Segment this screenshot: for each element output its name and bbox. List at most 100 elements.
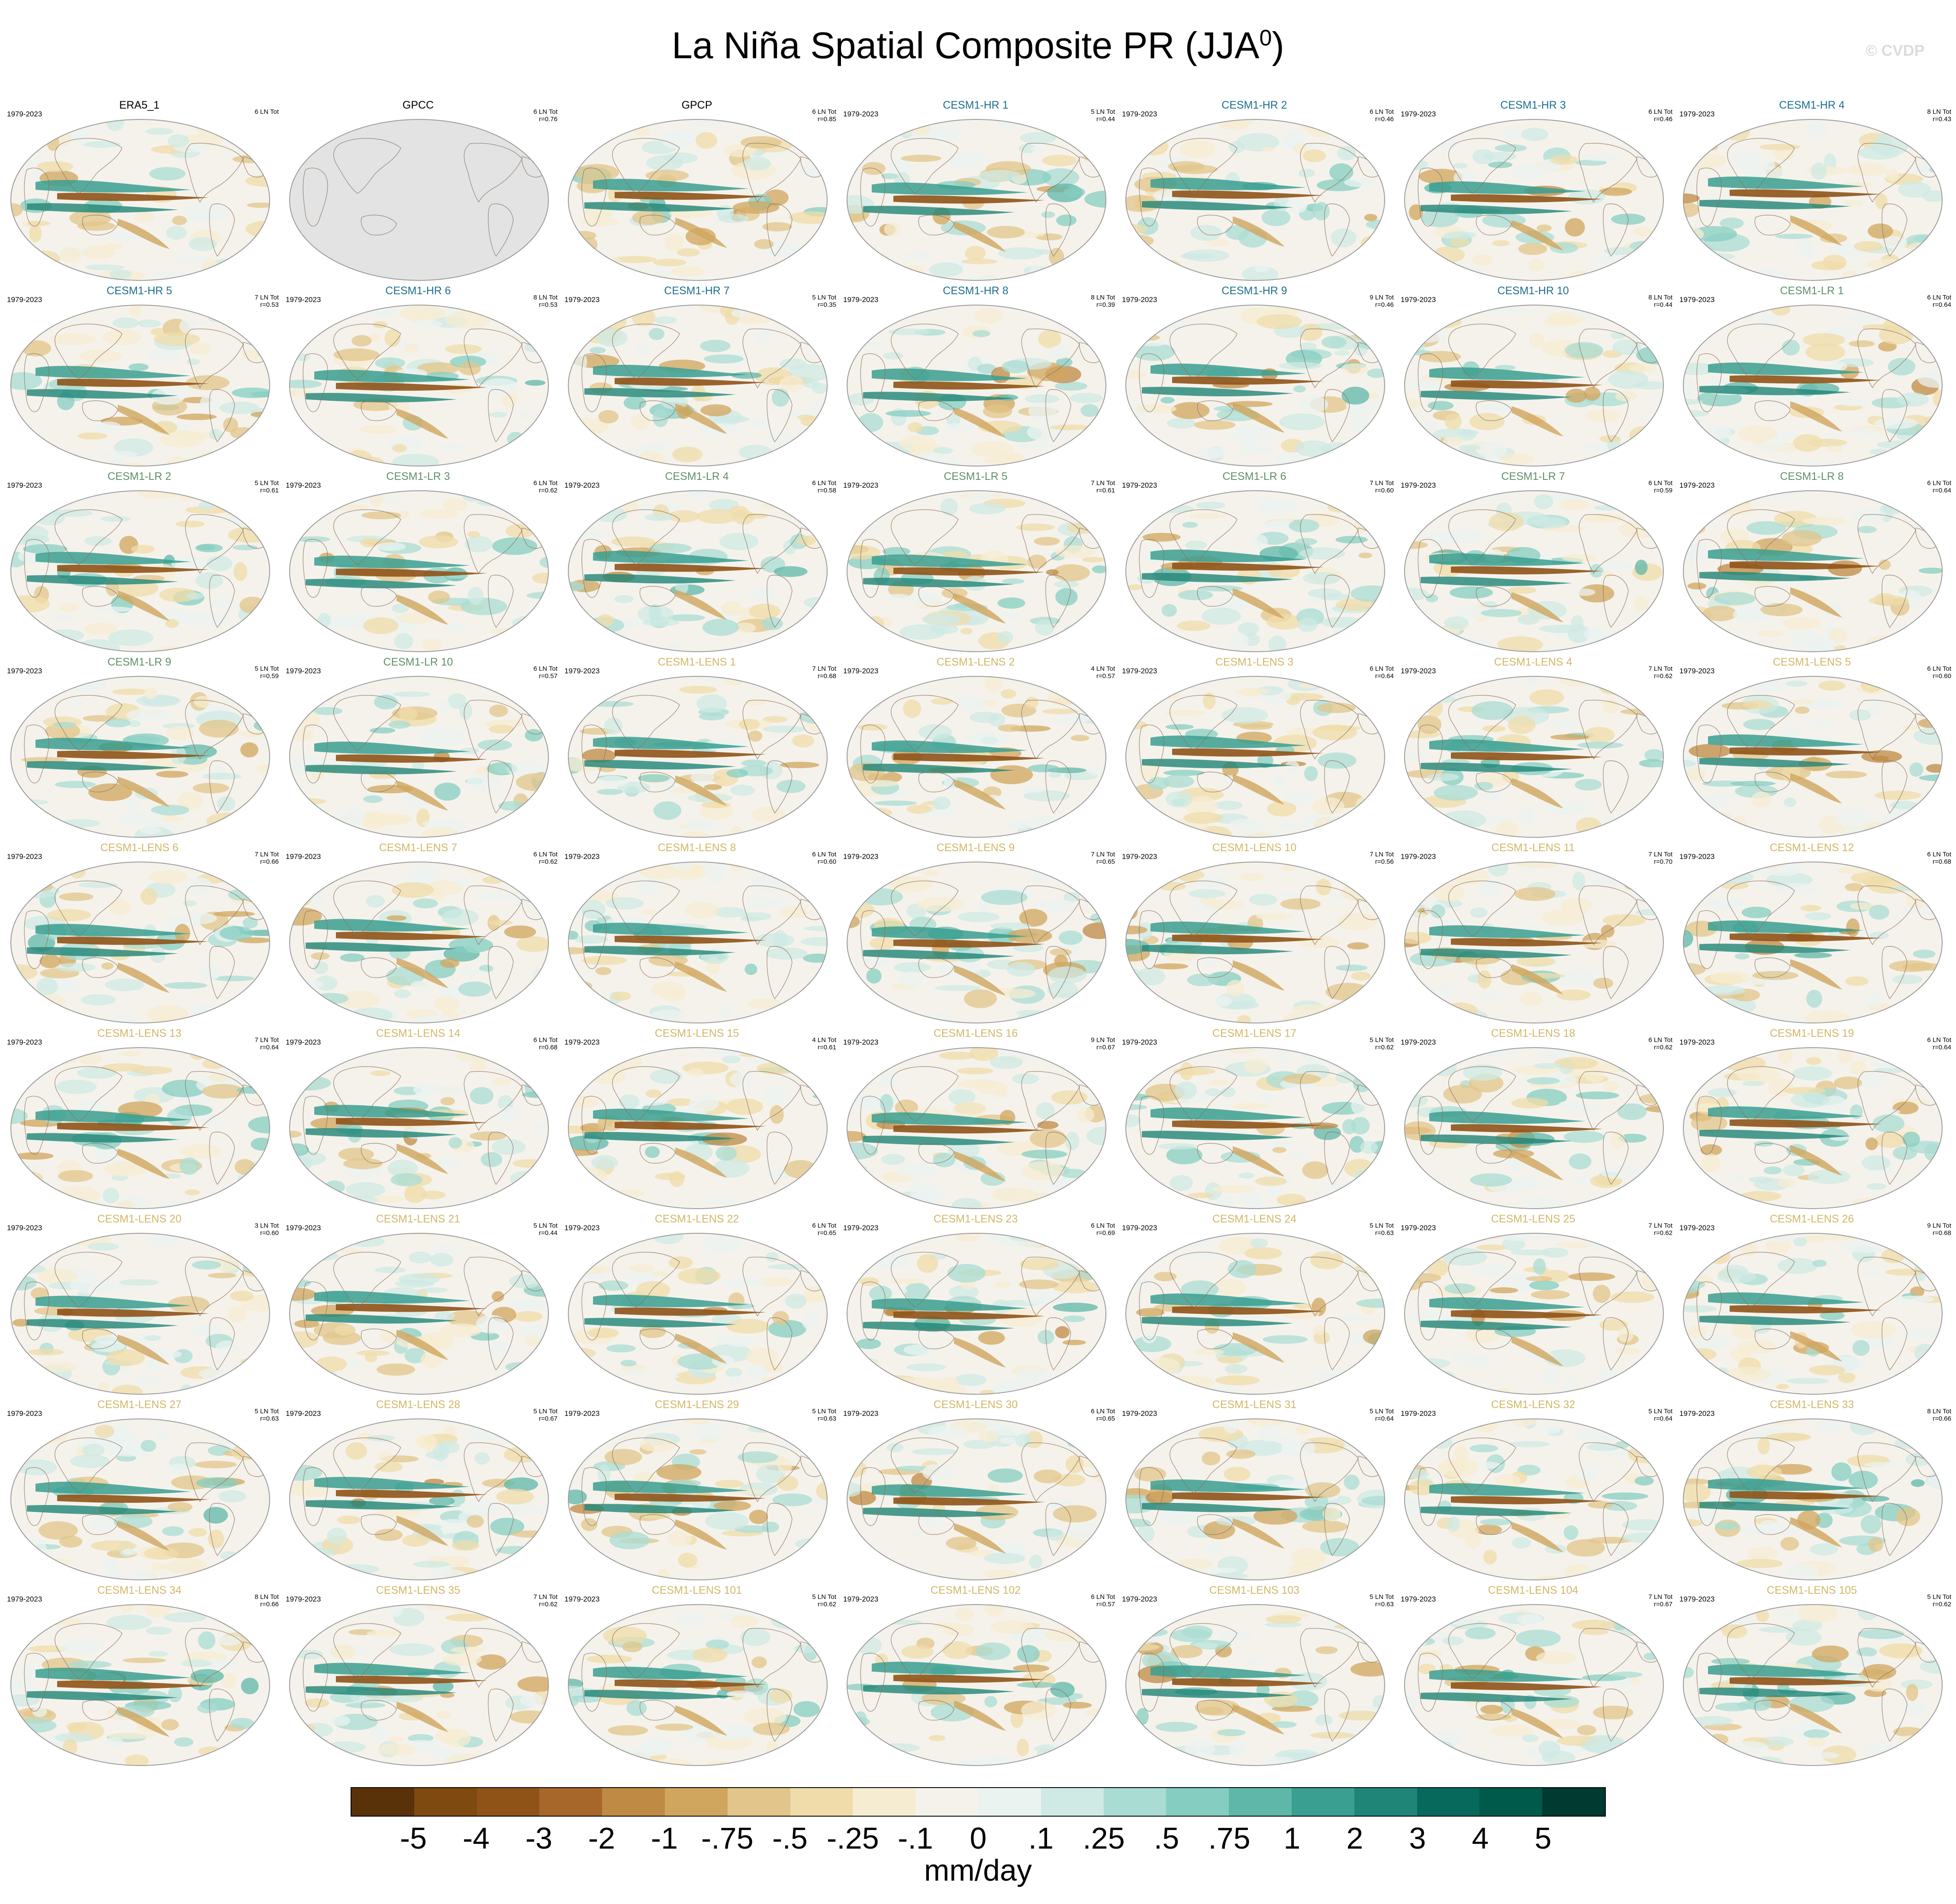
precip-anomaly-map xyxy=(1125,1604,1385,1766)
panel-pattern-correlation: r=0.60 xyxy=(1375,487,1394,494)
map-panel: CESM1-HR 4 1979-2023 8 LN Tot r=0.43 xyxy=(1672,99,1951,285)
panel-stats: 8 LN Tot r=0.44 xyxy=(1621,294,1672,309)
colorbar-tick-label: 2 xyxy=(1346,1821,1363,1855)
panel-title: CESM1-LENS 22 xyxy=(654,1213,739,1225)
panel-title: CESM1-HR 2 xyxy=(1221,99,1287,111)
panel-stats: 9 LN Tot r=0.46 xyxy=(1342,294,1394,309)
panel-stats: 7 LN Tot r=0.62 xyxy=(506,1593,557,1608)
map-panel: CESM1-LENS 2 1979-2023 4 LN Tot r=0.57 xyxy=(836,656,1115,842)
panel-pattern-correlation: r=0.62 xyxy=(539,858,557,865)
precip-anomaly-map xyxy=(1683,1604,1943,1766)
panel-title: CESM1-LENS 1 xyxy=(657,656,736,668)
colorbar-swatch xyxy=(1291,1788,1354,1816)
panel-title: CESM1-LENS 32 xyxy=(1491,1399,1576,1411)
map-panel: CESM1-LENS 23 1979-2023 6 LN Tot r=0.69 xyxy=(836,1213,1115,1399)
map-panel: CESM1-LENS 16 1979-2023 9 LN Tot r=0.67 xyxy=(836,1027,1115,1213)
panel-title: CESM1-LENS 35 xyxy=(376,1584,461,1596)
panel-stats: 6 LN Tot r=0.59 xyxy=(1621,479,1672,494)
map-panel: CESM1-HR 9 1979-2023 9 LN Tot r=0.46 xyxy=(1115,284,1394,470)
panel-period: 1979-2023 xyxy=(1122,852,1157,861)
panel-period: 1979-2023 xyxy=(7,1224,42,1232)
precip-anomaly-map xyxy=(847,676,1106,838)
precip-anomaly-map xyxy=(1683,490,1943,652)
panel-title: CESM1-LR 3 xyxy=(386,470,450,482)
map-panel: CESM1-LENS 13 1979-2023 7 LN Tot r=0.64 xyxy=(0,1027,279,1213)
cvdp-watermark: © CVDP xyxy=(1866,42,1925,59)
colorbar-tick-label: 0 xyxy=(970,1821,987,1855)
panel-ln-count: 4 LN Tot xyxy=(1091,665,1115,672)
panel-period: 1979-2023 xyxy=(286,1224,321,1232)
map-panel: CESM1-LR 2 1979-2023 5 LN Tot r=0.61 xyxy=(0,470,279,656)
precip-anomaly-map xyxy=(847,1418,1106,1580)
precip-anomaly-map xyxy=(1125,305,1385,466)
panel-stats: 5 LN Tot r=0.35 xyxy=(784,294,836,309)
panel-stats: 8 LN Tot r=0.53 xyxy=(506,294,557,309)
panel-period: 1979-2023 xyxy=(1401,667,1436,675)
panel-stats: 6 LN Tot r=0.85 xyxy=(784,108,836,123)
colorbar-tick-label: 1 xyxy=(1283,1821,1301,1855)
precip-anomaly-map xyxy=(1125,1418,1385,1580)
panel-period: 1979-2023 xyxy=(1401,110,1436,118)
panel-period: 1979-2023 xyxy=(843,110,879,118)
panel-pattern-correlation: r=0.63 xyxy=(818,1415,836,1422)
map-panel: CESM1-LENS 1 1979-2023 7 LN Tot r=0.68 xyxy=(557,656,836,842)
panel-title: CESM1-LENS 14 xyxy=(376,1027,461,1039)
map-panel: CESM1-LENS 31 1979-2023 5 LN Tot r=0.64 xyxy=(1115,1398,1394,1584)
colorbar-swatch xyxy=(1166,1788,1229,1816)
map-panel: CESM1-LENS 20 1979-2023 3 LN Tot r=0.60 xyxy=(0,1213,279,1399)
panel-pattern-correlation: r=0.63 xyxy=(1375,1601,1394,1608)
panel-period: 1979-2023 xyxy=(1122,1409,1157,1418)
panel-ln-count: 9 LN Tot xyxy=(1370,294,1394,301)
panel-title: CESM1-LENS 8 xyxy=(657,842,736,854)
precip-anomaly-map xyxy=(1404,1047,1664,1209)
map-panel: CESM1-HR 2 1979-2023 6 LN Tot r=0.46 xyxy=(1115,99,1394,285)
panel-period: 1979-2023 xyxy=(1122,1595,1157,1603)
panel-pattern-correlation: r=0.43 xyxy=(1933,116,1951,123)
panel-stats: 6 LN Tot r=0.57 xyxy=(1063,1593,1115,1608)
panel-pattern-correlation: r=0.68 xyxy=(818,672,836,680)
panel-period: 1979-2023 xyxy=(1679,1224,1715,1232)
colorbar-tick-label: -4 xyxy=(462,1821,490,1855)
colorbar-tick-label: -3 xyxy=(525,1821,553,1855)
panel-period: 1979-2023 xyxy=(1401,852,1436,861)
panel-ln-count: 6 LN Tot xyxy=(533,665,557,672)
map-panel: GPCP 6 LN Tot r=0.85 xyxy=(557,99,836,285)
panel-period: 1979-2023 xyxy=(843,667,879,675)
precip-anomaly-map xyxy=(10,1604,270,1766)
map-panel: CESM1-HR 3 1979-2023 6 LN Tot r=0.46 xyxy=(1394,99,1672,285)
colorbar-tick-label: -.25 xyxy=(827,1821,879,1855)
map-panel: CESM1-LENS 25 1979-2023 7 LN Tot r=0.62 xyxy=(1394,1213,1672,1399)
map-panel: CESM1-LENS 32 1979-2023 5 LN Tot r=0.64 xyxy=(1394,1398,1672,1584)
map-panel: CESM1-LR 7 1979-2023 6 LN Tot r=0.59 xyxy=(1394,470,1672,656)
panel-ln-count: 5 LN Tot xyxy=(255,1408,279,1415)
panel-stats: 7 LN Tot r=0.62 xyxy=(1621,665,1672,680)
panel-ln-count: 8 LN Tot xyxy=(1648,294,1672,301)
panel-stats: 9 LN Tot r=0.68 xyxy=(1899,1222,1951,1237)
panel-stats: 7 LN Tot r=0.68 xyxy=(784,665,836,680)
panel-ln-count: 6 LN Tot xyxy=(533,851,557,858)
panel-stats: 6 LN Tot r=0.57 xyxy=(506,665,557,680)
panel-pattern-correlation: r=0.61 xyxy=(260,487,279,494)
panel-pattern-correlation: r=0.62 xyxy=(1654,1229,1672,1237)
panel-ln-count: 6 LN Tot xyxy=(255,108,279,116)
panel-stats: 5 LN Tot r=0.64 xyxy=(1342,1408,1394,1422)
panel-ln-count: 7 LN Tot xyxy=(533,1593,557,1601)
panel-title: CESM1-LENS 7 xyxy=(379,842,458,854)
panel-stats: 7 LN Tot r=0.61 xyxy=(1063,479,1115,494)
panel-stats: 6 LN Tot r=0.64 xyxy=(1899,294,1951,309)
panel-title: CESM1-LR 4 xyxy=(665,470,729,482)
panel-stats: 5 LN Tot r=0.64 xyxy=(1621,1408,1672,1422)
colorbar-tick-label: .25 xyxy=(1083,1821,1125,1855)
panel-period: 1979-2023 xyxy=(286,1409,321,1418)
map-panel: CESM1-LENS 8 1979-2023 6 LN Tot r=0.60 xyxy=(557,841,836,1027)
panel-period: 1979-2023 xyxy=(843,1409,879,1418)
precip-anomaly-map xyxy=(847,1047,1106,1209)
panel-title: CESM1-LENS 15 xyxy=(654,1027,739,1039)
panel-ln-count: 6 LN Tot xyxy=(1370,665,1394,672)
panel-pattern-correlation: r=0.44 xyxy=(539,1229,557,1237)
panel-title: CESM1-LENS 21 xyxy=(376,1213,461,1225)
map-panel: CESM1-LENS 29 1979-2023 5 LN Tot r=0.63 xyxy=(557,1398,836,1584)
panel-pattern-correlation: r=0.64 xyxy=(1375,672,1394,680)
panel-period: 1979-2023 xyxy=(1401,1038,1436,1046)
precip-anomaly-map xyxy=(289,305,549,466)
